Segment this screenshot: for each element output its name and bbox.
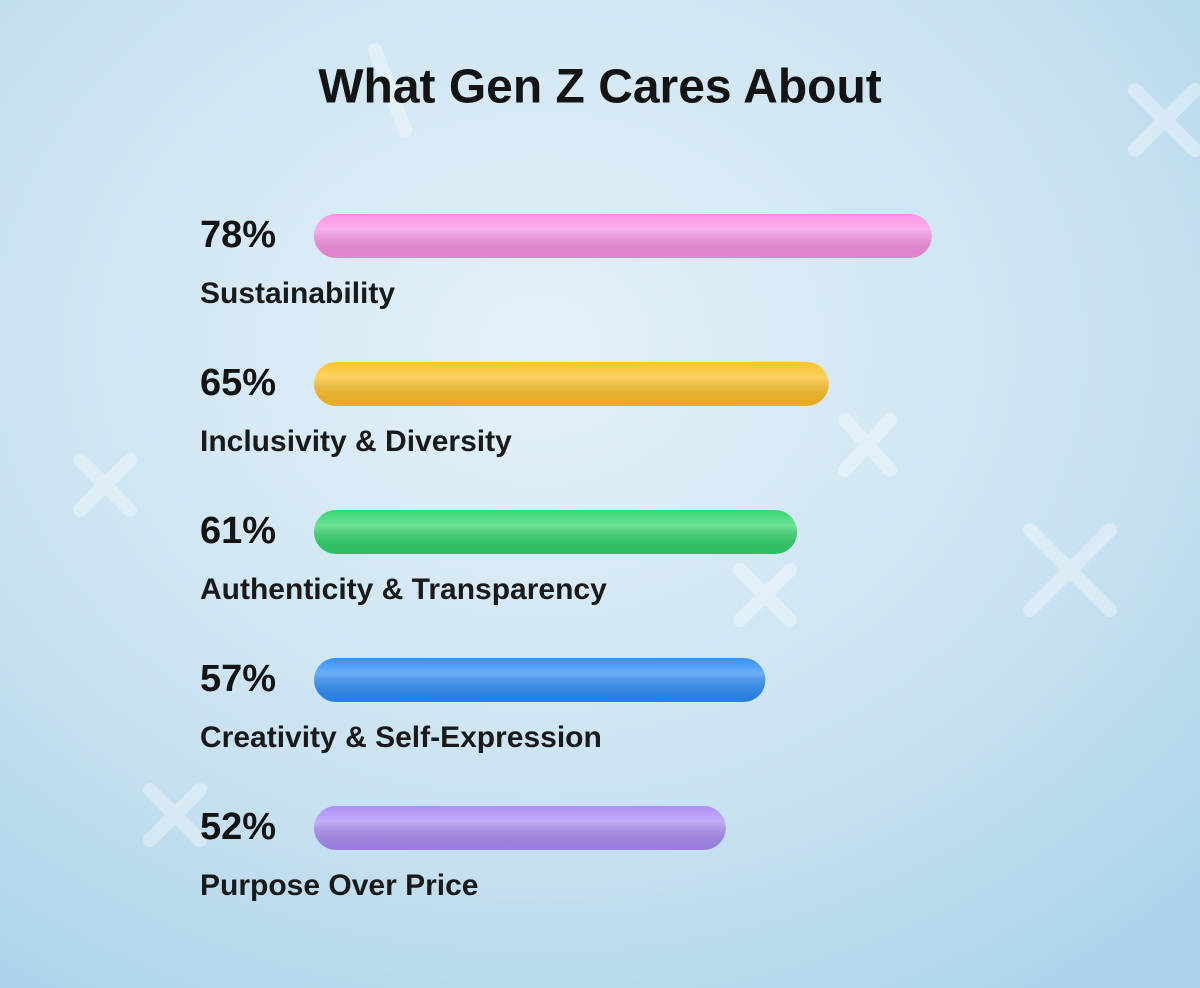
value-label: 61% — [200, 510, 276, 552]
category-label: Purpose Over Price — [200, 869, 478, 902]
value-label: 65% — [200, 362, 276, 404]
bar-highlight — [314, 362, 829, 406]
value-label: 57% — [200, 658, 276, 700]
category-label: Authenticity & Transparency — [200, 573, 607, 606]
category-label: Sustainability — [200, 277, 395, 310]
category-label: Creativity & Self-Expression — [200, 721, 602, 754]
bar-highlight — [314, 214, 932, 258]
value-label: 52% — [200, 806, 276, 848]
bar-highlight — [314, 806, 726, 850]
bar-rows: 78% Sustainability 65% Inclusivity & Divers… — [200, 214, 932, 902]
category-label: Inclusivity & Diversity — [200, 425, 512, 458]
decoration — [73, 43, 1200, 847]
chart-title: What Gen Z Cares About — [318, 61, 882, 114]
bar-highlight — [314, 510, 798, 554]
bar-highlight — [314, 658, 766, 702]
value-label: 78% — [200, 214, 276, 256]
